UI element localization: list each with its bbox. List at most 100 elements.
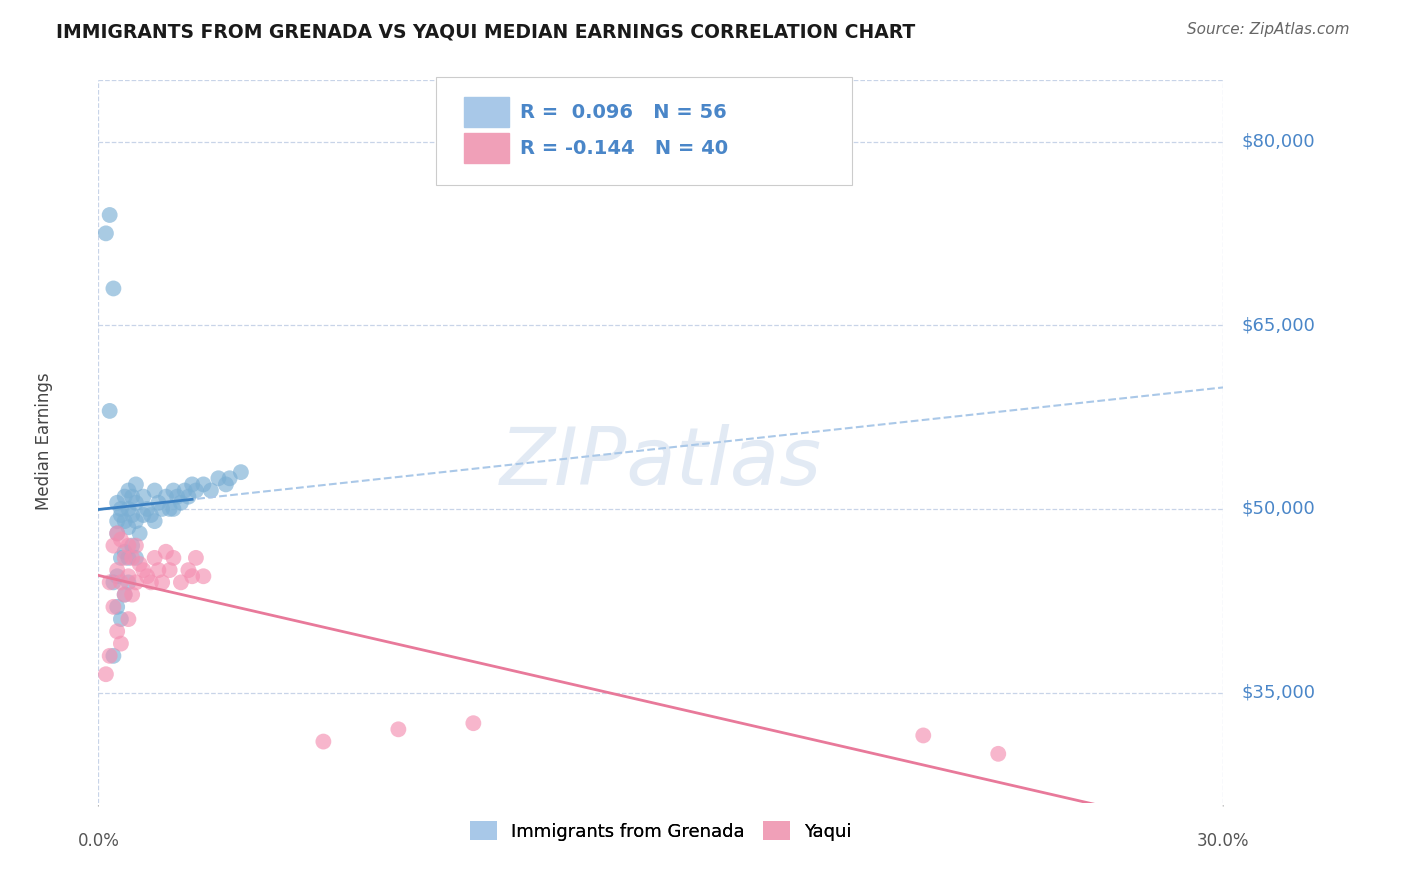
Point	[173, 483, 195, 498]
Point	[159, 563, 181, 577]
Point	[463, 716, 485, 731]
Point	[103, 281, 125, 295]
Point	[105, 526, 128, 541]
Point	[117, 539, 139, 553]
Text: R =  0.096   N = 56: R = 0.096 N = 56	[520, 103, 727, 121]
Point	[114, 514, 136, 528]
Point	[139, 575, 162, 590]
Point	[155, 545, 177, 559]
Point	[912, 728, 935, 742]
Point	[94, 227, 117, 241]
Text: ZIPatlas: ZIPatlas	[499, 425, 823, 502]
Point	[103, 575, 125, 590]
Point	[110, 533, 132, 547]
Text: $35,000: $35,000	[1241, 683, 1316, 702]
Point	[150, 575, 173, 590]
Point	[181, 569, 204, 583]
FancyBboxPatch shape	[436, 77, 852, 185]
Point	[105, 599, 128, 614]
Point	[105, 563, 128, 577]
Point	[114, 588, 136, 602]
Point	[125, 539, 148, 553]
Point	[117, 483, 139, 498]
Point	[103, 599, 125, 614]
Point	[128, 557, 150, 571]
Point	[193, 477, 215, 491]
Text: 0.0%: 0.0%	[77, 831, 120, 850]
Point	[166, 490, 188, 504]
Point	[143, 483, 166, 498]
Point	[117, 520, 139, 534]
Point	[98, 208, 121, 222]
Point	[105, 496, 128, 510]
Point	[170, 575, 193, 590]
Point	[117, 550, 139, 565]
Point	[181, 477, 204, 491]
Point	[94, 667, 117, 681]
Point	[105, 514, 128, 528]
Point	[207, 471, 229, 485]
Point	[98, 648, 121, 663]
Point	[200, 483, 222, 498]
Point	[132, 490, 155, 504]
Point	[117, 575, 139, 590]
Point	[114, 550, 136, 565]
Point	[110, 502, 132, 516]
Text: R = -0.144   N = 40: R = -0.144 N = 40	[520, 138, 728, 158]
Point	[312, 734, 335, 748]
Point	[121, 508, 143, 522]
Point	[132, 563, 155, 577]
Point	[103, 539, 125, 553]
Point	[105, 624, 128, 639]
Point	[387, 723, 409, 737]
FancyBboxPatch shape	[464, 133, 509, 163]
Point	[162, 483, 184, 498]
Point	[229, 465, 252, 479]
Point	[184, 550, 207, 565]
Point	[143, 550, 166, 565]
Point	[162, 550, 184, 565]
Point	[148, 563, 170, 577]
Point	[117, 569, 139, 583]
Point	[98, 575, 121, 590]
Point	[125, 550, 148, 565]
Point	[125, 496, 148, 510]
Point	[159, 502, 181, 516]
Point	[110, 637, 132, 651]
Point	[121, 588, 143, 602]
Point	[132, 508, 155, 522]
Text: $80,000: $80,000	[1241, 133, 1316, 151]
Text: 30.0%: 30.0%	[1197, 831, 1250, 850]
Point	[177, 490, 200, 504]
Point	[114, 545, 136, 559]
Point	[103, 648, 125, 663]
Text: $50,000: $50,000	[1241, 500, 1316, 518]
Point	[125, 575, 148, 590]
Text: Source: ZipAtlas.com: Source: ZipAtlas.com	[1187, 22, 1350, 37]
Point	[218, 471, 240, 485]
Point	[215, 477, 238, 491]
Point	[155, 490, 177, 504]
Point	[136, 569, 159, 583]
Point	[105, 569, 128, 583]
Point	[148, 496, 170, 510]
Point	[117, 612, 139, 626]
Point	[987, 747, 1010, 761]
Point	[136, 502, 159, 516]
FancyBboxPatch shape	[464, 97, 509, 128]
Text: Median Earnings: Median Earnings	[35, 373, 53, 510]
Text: $65,000: $65,000	[1241, 316, 1316, 334]
Text: IMMIGRANTS FROM GRENADA VS YAQUI MEDIAN EARNINGS CORRELATION CHART: IMMIGRANTS FROM GRENADA VS YAQUI MEDIAN …	[56, 22, 915, 41]
Point	[184, 483, 207, 498]
Point	[121, 550, 143, 565]
Point	[125, 514, 148, 528]
Point	[128, 526, 150, 541]
Point	[162, 502, 184, 516]
Point	[150, 502, 173, 516]
Point	[125, 477, 148, 491]
Point	[121, 490, 143, 504]
Point	[105, 526, 128, 541]
Point	[177, 563, 200, 577]
Point	[110, 612, 132, 626]
Point	[170, 496, 193, 510]
